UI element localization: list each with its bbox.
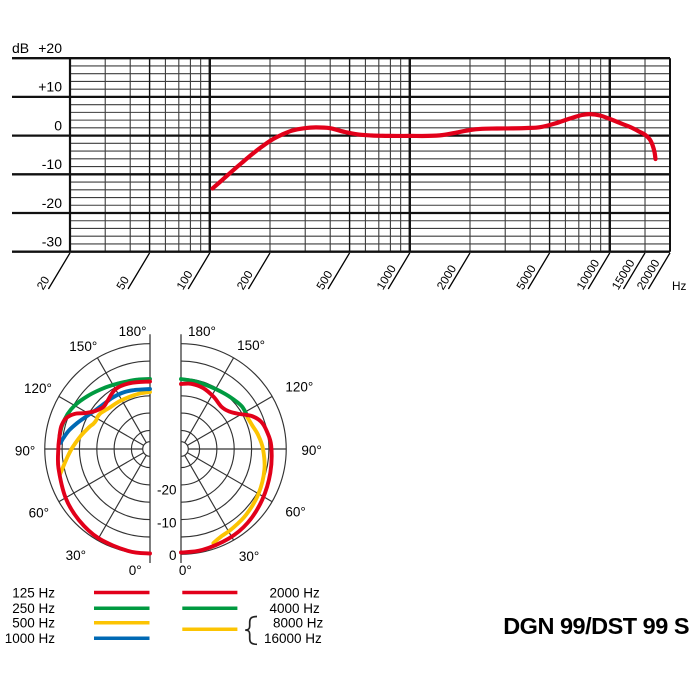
svg-text:Hz: Hz (672, 279, 687, 293)
svg-text:90°: 90° (301, 443, 321, 458)
svg-text:90°: 90° (15, 444, 35, 459)
svg-text:+10: +10 (38, 79, 62, 95)
svg-text:+20: +20 (38, 40, 62, 56)
svg-text:DGN 99/DST 99 S: DGN 99/DST 99 S (503, 613, 689, 639)
svg-text:180°: 180° (188, 324, 216, 339)
svg-text:60°: 60° (285, 504, 305, 519)
svg-text:30°: 30° (66, 548, 86, 563)
svg-text:120°: 120° (24, 381, 52, 396)
svg-text:-20: -20 (42, 195, 62, 211)
svg-text:2000 Hz: 2000 Hz (270, 585, 321, 600)
svg-text:150°: 150° (69, 339, 97, 354)
svg-text:180°: 180° (119, 324, 147, 339)
svg-text:0°: 0° (129, 563, 142, 578)
svg-text:8000 Hz: 8000 Hz (273, 616, 324, 631)
svg-text:-10: -10 (42, 156, 62, 172)
svg-text:500 Hz: 500 Hz (12, 616, 55, 631)
svg-text:-10: -10 (157, 516, 177, 531)
svg-text:30°: 30° (239, 549, 259, 564)
svg-text:-20: -20 (157, 482, 177, 497)
svg-text:0°: 0° (179, 563, 192, 578)
svg-text:dB: dB (12, 40, 29, 56)
svg-text:16000 Hz: 16000 Hz (264, 631, 322, 646)
svg-text:60°: 60° (29, 506, 49, 521)
svg-text:0: 0 (169, 548, 177, 563)
svg-text:-30: -30 (42, 234, 62, 250)
svg-text:4000 Hz: 4000 Hz (270, 601, 321, 616)
svg-text:120°: 120° (285, 379, 313, 394)
svg-text:1000 Hz: 1000 Hz (5, 631, 56, 646)
svg-text:0: 0 (54, 117, 62, 133)
svg-text:150°: 150° (237, 338, 265, 353)
svg-text:250 Hz: 250 Hz (12, 601, 55, 616)
svg-text:125 Hz: 125 Hz (12, 585, 55, 600)
